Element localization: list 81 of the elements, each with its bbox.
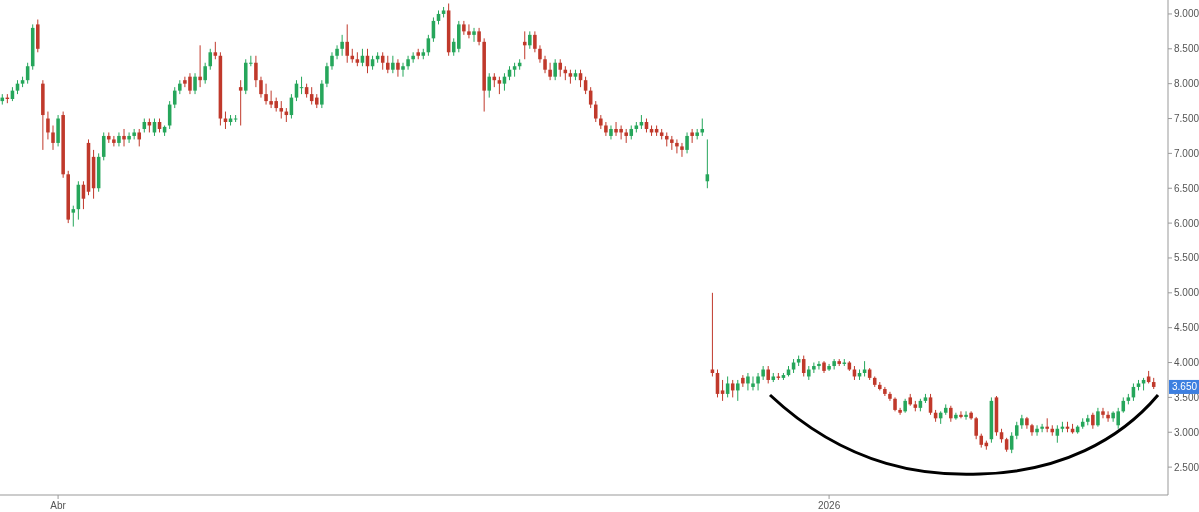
y-tick-label: 3.500 xyxy=(1174,391,1199,403)
candlestick xyxy=(969,410,973,421)
candlestick xyxy=(198,44,202,88)
candlestick xyxy=(467,23,471,39)
candlestick xyxy=(690,128,694,144)
candlestick xyxy=(401,62,405,78)
y-tick-label: 8.000 xyxy=(1174,78,1199,90)
candlestick xyxy=(1101,407,1105,419)
annotation: 3.650 xyxy=(1172,381,1198,393)
candlestick xyxy=(117,131,121,147)
y-tick-label: 4.500 xyxy=(1174,322,1199,334)
candlestick xyxy=(954,412,958,421)
candlestick xyxy=(812,362,816,374)
y-tick-label: 5.000 xyxy=(1174,287,1199,299)
candlestick xyxy=(193,72,197,95)
candlestick xyxy=(685,131,689,154)
candlestick xyxy=(756,372,760,391)
candlestick xyxy=(487,72,492,99)
candlestick xyxy=(46,111,50,140)
candlestick xyxy=(736,379,740,402)
candlestick xyxy=(533,30,537,53)
candlestick xyxy=(548,62,552,81)
candlestick xyxy=(335,44,339,60)
y-tick-label: 2.500 xyxy=(1174,461,1199,473)
y-tick-label: 8.500 xyxy=(1174,43,1199,55)
candlestick xyxy=(817,360,821,371)
y-tick-label: 6.000 xyxy=(1174,217,1199,229)
candlestick xyxy=(1035,424,1039,437)
candlestick xyxy=(406,55,410,71)
candlestick xyxy=(675,138,679,154)
y-tick-label: 9.000 xyxy=(1174,8,1199,20)
candlestick xyxy=(680,142,684,158)
x-tick-label: 2026 xyxy=(817,500,841,511)
candlestick xyxy=(51,124,55,151)
candlestick xyxy=(761,365,765,381)
candlestick xyxy=(122,128,126,147)
candlestick xyxy=(1096,407,1100,428)
candlestick xyxy=(254,55,258,88)
candlestick xyxy=(553,58,557,81)
candlestick xyxy=(959,410,963,419)
y-tick-label: 7.500 xyxy=(1174,113,1199,125)
candlestick xyxy=(340,34,344,57)
candlestick xyxy=(751,375,755,391)
x-tick-label: Abr xyxy=(50,500,67,511)
y-tick-label: 4.000 xyxy=(1174,357,1199,369)
y-tick-label: 5.500 xyxy=(1174,252,1199,264)
candlestick xyxy=(396,58,400,78)
y-tick-label: 7.000 xyxy=(1174,147,1199,159)
candlestick xyxy=(964,410,968,421)
candlestick xyxy=(898,407,902,416)
candlestick xyxy=(472,27,476,43)
candlestick xyxy=(112,135,116,147)
candlestick xyxy=(203,62,207,85)
candlestick xyxy=(1106,410,1110,423)
candlestick xyxy=(325,62,329,88)
candlestick xyxy=(720,379,725,402)
candlestick xyxy=(1040,423,1044,433)
y-tick-label: 3.000 xyxy=(1174,426,1199,438)
candlestick xyxy=(238,79,243,126)
candlestick xyxy=(172,86,177,109)
candlestick xyxy=(391,55,395,74)
candlestick xyxy=(127,131,131,144)
candlestick xyxy=(345,23,349,64)
candlestick xyxy=(320,79,324,109)
candlestick xyxy=(604,121,608,137)
candlestick xyxy=(330,51,334,71)
candlestick xyxy=(538,44,542,64)
candlestick xyxy=(593,100,598,123)
candlestick xyxy=(411,51,415,64)
candlestick xyxy=(101,131,106,161)
candlestick xyxy=(264,83,268,106)
candlestick xyxy=(974,416,978,440)
candlestick xyxy=(208,48,213,71)
candlestick xyxy=(741,374,745,388)
candlestick xyxy=(462,20,466,36)
candlestick xyxy=(746,372,750,391)
candlestick xyxy=(259,76,263,99)
y-tick-label: 6.500 xyxy=(1174,182,1199,194)
candlestick xyxy=(522,30,527,60)
candlestick xyxy=(71,205,76,228)
candlestick xyxy=(609,124,613,140)
